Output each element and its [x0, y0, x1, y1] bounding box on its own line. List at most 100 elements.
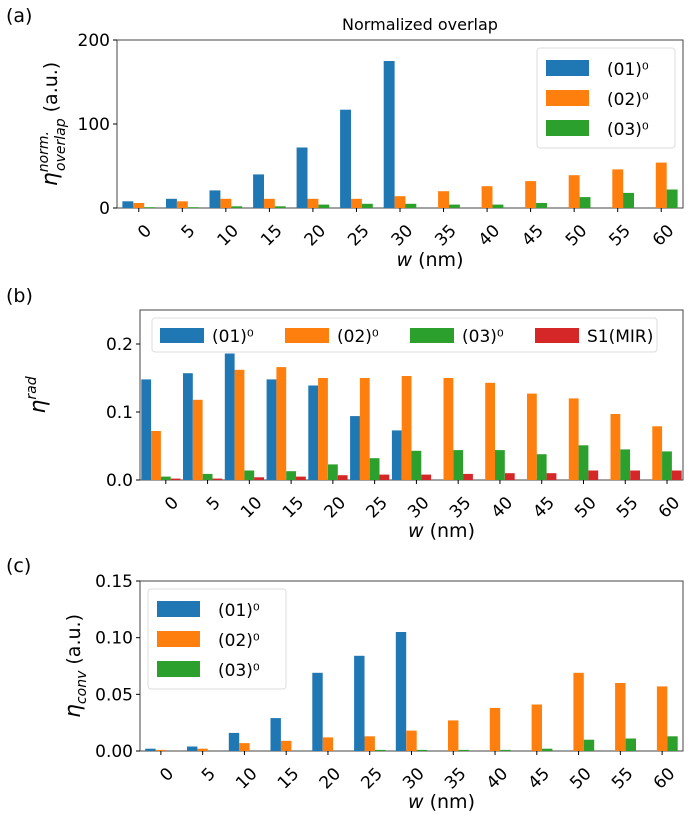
bar-01-25: [354, 655, 365, 751]
y-tick-label: 0.10: [95, 629, 133, 649]
bar-02-55: [615, 683, 626, 751]
y-axis-label-unit: (a.u.): [63, 614, 85, 671]
legend-swatch: [546, 90, 589, 106]
x-tick-label: 45: [529, 493, 558, 522]
x-axis-label: w (nm): [397, 249, 464, 271]
bar-03-25: [369, 458, 380, 480]
bar-03-45: [536, 203, 547, 208]
y-axis-label-sub: conv: [74, 670, 90, 704]
bar-03-15: [274, 206, 286, 208]
x-tick-label: 15: [274, 764, 303, 793]
legend-label: (03)⁰: [218, 661, 260, 681]
y-axis-label-symbol: η: [26, 400, 51, 414]
y-axis-label: ηnorm.overlap (a.u.): [36, 62, 69, 186]
x-axis-label: w (nm): [408, 791, 475, 813]
bar-02-45: [527, 393, 537, 480]
panel-c: 0 5 10 15 20 25 30 35 40 45 50 55 60 0.00 0.05 0.10 0.15…: [6, 555, 684, 813]
bar-03-20: [328, 464, 338, 480]
x-tick-label: 0: [134, 221, 156, 243]
bar-01-25: [340, 109, 351, 208]
bar-02-25: [359, 378, 370, 480]
legend-swatch: [157, 601, 200, 617]
bar-03-40: [500, 749, 511, 751]
panel-label: (a): [6, 5, 32, 27]
bar-01-5: [187, 746, 198, 751]
bar-03-5: [187, 207, 199, 208]
bar-02-60: [655, 162, 667, 208]
bar-03-25: [375, 749, 386, 751]
bar-S1MIR-5: [212, 478, 223, 480]
y-tick-label: 0.1: [106, 403, 133, 423]
bar-01-20: [296, 147, 308, 208]
panel-b: 0 5 10 15 20 25 30 35 40 45 50 55 60 0.0 0.1 0.2 (b) w (n…: [6, 285, 684, 542]
panel-label: (c): [6, 555, 31, 577]
bar-S1MIR-25: [379, 474, 390, 480]
bar-03-30: [416, 749, 428, 751]
bar-02-55: [610, 414, 621, 480]
y-axis-label-symbol: η: [61, 704, 86, 718]
legend-swatch: [410, 328, 454, 343]
y-axis-label-symbol: η: [38, 172, 63, 186]
chart-title: Normalized overlap: [342, 15, 498, 34]
x-tick-label: 30: [388, 221, 417, 250]
bar-02-55: [612, 169, 624, 208]
legend: (01)⁰ (02)⁰ (03)⁰ S1(MIR): [151, 317, 658, 353]
bar-03-35: [453, 450, 464, 480]
bar-03-25: [361, 203, 373, 208]
bar-01-10: [228, 732, 240, 751]
legend-swatch: [157, 661, 200, 677]
x-tick-label: 20: [316, 764, 345, 793]
bar-S1MIR-40: [504, 473, 515, 480]
bar-02-35: [438, 191, 449, 208]
x-tick-label: 10: [232, 764, 261, 793]
x-tick-label: 55: [613, 493, 642, 522]
bar-S1MIR-60: [671, 470, 682, 480]
x-axis-label-unit: (nm): [424, 791, 475, 813]
x-tick-label: 45: [518, 221, 547, 250]
bar-S1MIR-45: [546, 473, 557, 480]
x-tick-label: 35: [441, 764, 470, 793]
bar-03-35: [449, 204, 460, 208]
legend-label: (01)⁰: [218, 601, 260, 621]
bar-03-40: [495, 450, 505, 480]
x-axis-label-var: w: [397, 249, 413, 271]
legend: (01)⁰ (02)⁰ (03)⁰: [536, 47, 676, 149]
bar-02-30: [401, 376, 412, 480]
y-axis-label-unit: (a.u.): [40, 62, 62, 119]
bar-02-0: [151, 431, 161, 480]
x-axis-label-unit: (nm): [424, 520, 475, 542]
legend-label: (03)⁰: [607, 120, 649, 140]
x-tick-label: 60: [649, 221, 678, 250]
panel-label: (b): [6, 285, 33, 307]
legend-label: (02)⁰: [337, 327, 379, 347]
bar-03-10: [244, 470, 255, 480]
bar-01-0: [141, 379, 152, 480]
x-tick-label: 60: [655, 493, 684, 522]
bar-02-25: [351, 198, 362, 208]
bar-02-30: [394, 196, 406, 208]
x-tick-label: 15: [257, 221, 286, 250]
x-tick-label: 25: [362, 493, 391, 522]
bar-S1MIR-30: [421, 474, 432, 480]
legend: (01)⁰ (02)⁰ (03)⁰: [147, 588, 287, 690]
x-tick-label: 10: [237, 493, 266, 522]
x-tick-label: 50: [571, 493, 600, 522]
bar-02-15: [276, 367, 287, 480]
bar-03-30: [411, 450, 422, 480]
x-tick-label: 25: [357, 764, 386, 793]
bar-02-50: [573, 672, 584, 751]
bar-01-30: [391, 430, 402, 480]
bar-01-15: [270, 718, 281, 751]
bar-S1MIR-50: [588, 470, 599, 480]
bar-02-5: [176, 201, 188, 208]
bar-03-15: [286, 471, 296, 480]
bar-03-45: [536, 454, 547, 480]
y-tick-label: 100: [78, 115, 110, 135]
bar-03-60: [662, 451, 672, 480]
x-tick-label: 20: [321, 493, 350, 522]
x-tick-label: 40: [483, 764, 512, 793]
bar-01-30: [395, 632, 407, 751]
x-tick-label: 30: [404, 493, 433, 522]
